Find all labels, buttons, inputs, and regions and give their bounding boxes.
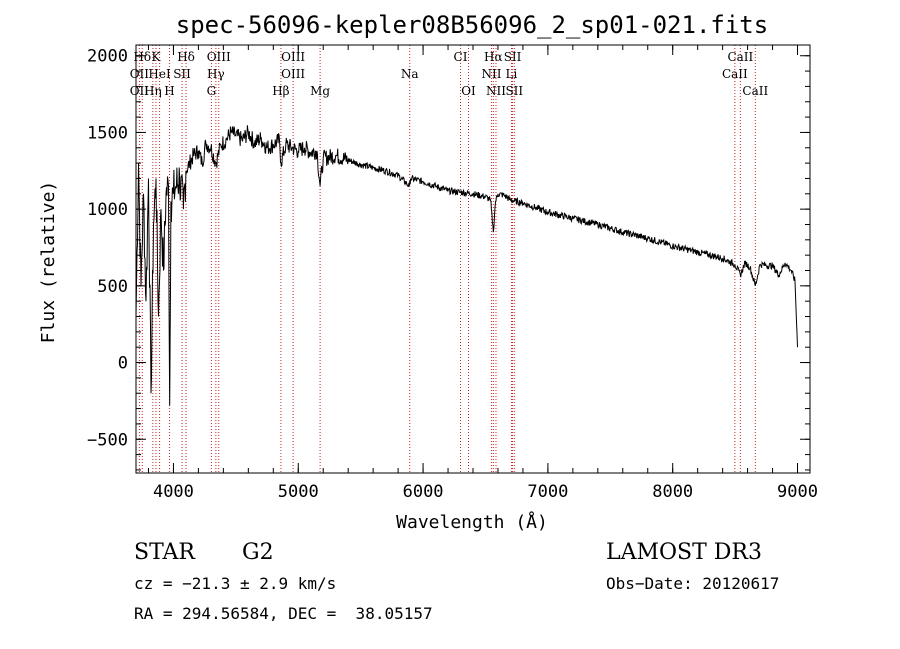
x-tick-label: 7000 — [527, 482, 568, 502]
line-label-h: H — [164, 84, 174, 98]
object-class: STAR — [134, 540, 195, 565]
line-label-oii: OII — [130, 67, 150, 81]
line-label-caii: CaII — [742, 84, 768, 98]
line-label-hei: HeI — [148, 67, 171, 81]
y-tick-label: 1500 — [87, 123, 128, 143]
line-label-nii: NII — [486, 84, 506, 98]
line-label-ci: CI — [454, 50, 468, 64]
line-label-nii: NII — [481, 67, 501, 81]
line-label-oiii: OIII — [281, 67, 305, 81]
line-label-hα: Hα — [484, 50, 503, 64]
line-label-oii: OII — [130, 84, 150, 98]
y-axis-label: Flux (relative) — [38, 181, 59, 344]
spectrum-line — [135, 125, 798, 406]
x-tick-label: 6000 — [403, 482, 444, 502]
line-label-oi: OI — [461, 84, 476, 98]
plot-frame — [135, 44, 811, 474]
line-label-hη: Hη — [144, 84, 162, 98]
line-label-hδ: Hδ — [133, 50, 151, 64]
line-label-sii: SII — [504, 50, 522, 64]
x-tick-label: 4000 — [153, 482, 194, 502]
chart-title: spec-56096-kepler08B56096_2_sp01-021.fit… — [176, 11, 768, 39]
line-label-oiii: OIII — [281, 50, 305, 64]
line-label-sii: SII — [173, 67, 191, 81]
line-label-hδ: Hδ — [177, 50, 195, 64]
line-label-mg: Mg — [310, 84, 330, 98]
ra-dec: RA = 294.56584, DEC = 38.05157 — [134, 604, 433, 623]
y-tick-label: 500 — [97, 277, 128, 297]
line-label-hγ: Hγ — [207, 67, 225, 81]
y-tick-label: 0 — [118, 354, 128, 374]
line-label-g: G — [207, 84, 217, 98]
obs-date: Obs−Date: 20120617 — [606, 574, 780, 593]
line-label-caii: CaII — [722, 67, 748, 81]
y-tick-label: 2000 — [87, 47, 128, 67]
x-axis: 4000 5000 6000 7000 8000 9000 — [147, 45, 818, 502]
y-tick-label: 1000 — [87, 200, 128, 220]
spectral-line-markers — [138, 45, 756, 473]
x-tick-label: 9000 — [777, 482, 818, 502]
y-axis: −500 0 500 1000 1500 2000 — [87, 47, 810, 471]
spectrum-chart: spec-56096-kepler08B56096_2_sp01-021.fit… — [38, 11, 818, 533]
line-label-oiii: OIII — [207, 50, 231, 64]
line-label-caii: CaII — [727, 50, 753, 64]
survey-name: LAMOST DR3 — [606, 540, 762, 565]
x-tick-label: 5000 — [278, 482, 319, 502]
line-label-sii: SII — [505, 84, 523, 98]
line-label-k: K — [151, 50, 161, 64]
x-axis-label: Wavelength (Å) — [396, 511, 548, 533]
line-label-li: Li — [506, 67, 518, 81]
cz-value: cz = −21.3 ± 2.9 km/s — [134, 574, 337, 593]
line-label-hβ: Hβ — [272, 84, 289, 98]
line-label-na: Na — [401, 67, 419, 81]
y-tick-label: −500 — [87, 430, 128, 450]
x-tick-label: 8000 — [652, 482, 693, 502]
object-subclass: G2 — [242, 540, 274, 565]
